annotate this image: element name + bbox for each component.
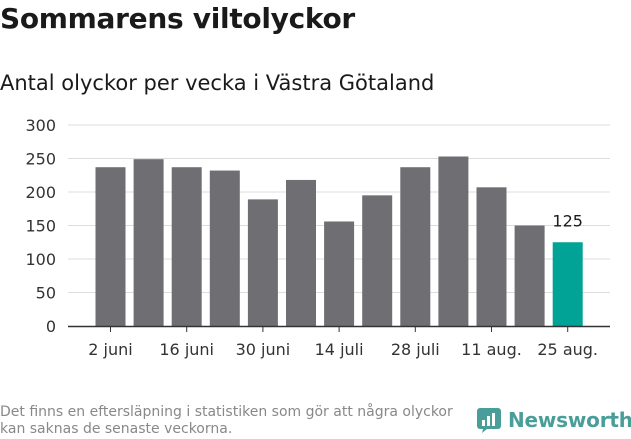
y-tick-label: 300 [25,116,56,135]
bar [209,170,240,326]
x-tick-label: 11 aug. [461,340,522,359]
y-tick-label: 150 [25,217,56,236]
brand-logo: Newsworthy [476,407,631,433]
data-label: 125 [552,211,583,230]
chart-subtitle: Antal olyckor per vecka i Västra Götalan… [0,71,435,95]
x-tick-label: 30 juni [236,340,291,359]
bar-chart: 0 50 100 150 200 250 300 2 juni 16 juni 30 juni 14… [25,116,610,359]
bar [133,159,164,326]
x-tick-label: 25 aug. [537,340,598,359]
y-tick-label: 0 [46,317,56,336]
bar [476,187,507,326]
x-tick-label: 28 juli [391,340,440,359]
bar [552,242,583,326]
y-tick-label: 100 [25,250,56,269]
bar [438,156,469,326]
footnote: Det finns en eftersläpning i statistiken… [0,404,453,437]
bar [95,167,126,326]
chart-title: Sommarens viltolyckor [0,2,355,35]
x-tick-label: 14 juli [315,340,364,359]
bar [362,195,393,326]
bar-chart-icon [477,408,501,433]
bar [514,225,545,326]
brand-name: Newsworthy [508,408,631,432]
y-tick-label: 50 [36,284,56,303]
y-tick-label: 250 [25,150,56,169]
bar [286,179,316,326]
bar [324,221,355,326]
x-tick-label: 2 juni [88,340,132,359]
bar [400,167,431,326]
x-tick-label: 16 juni [159,340,214,359]
y-tick-label: 200 [25,183,56,202]
bar [247,199,278,326]
bar [171,167,202,326]
